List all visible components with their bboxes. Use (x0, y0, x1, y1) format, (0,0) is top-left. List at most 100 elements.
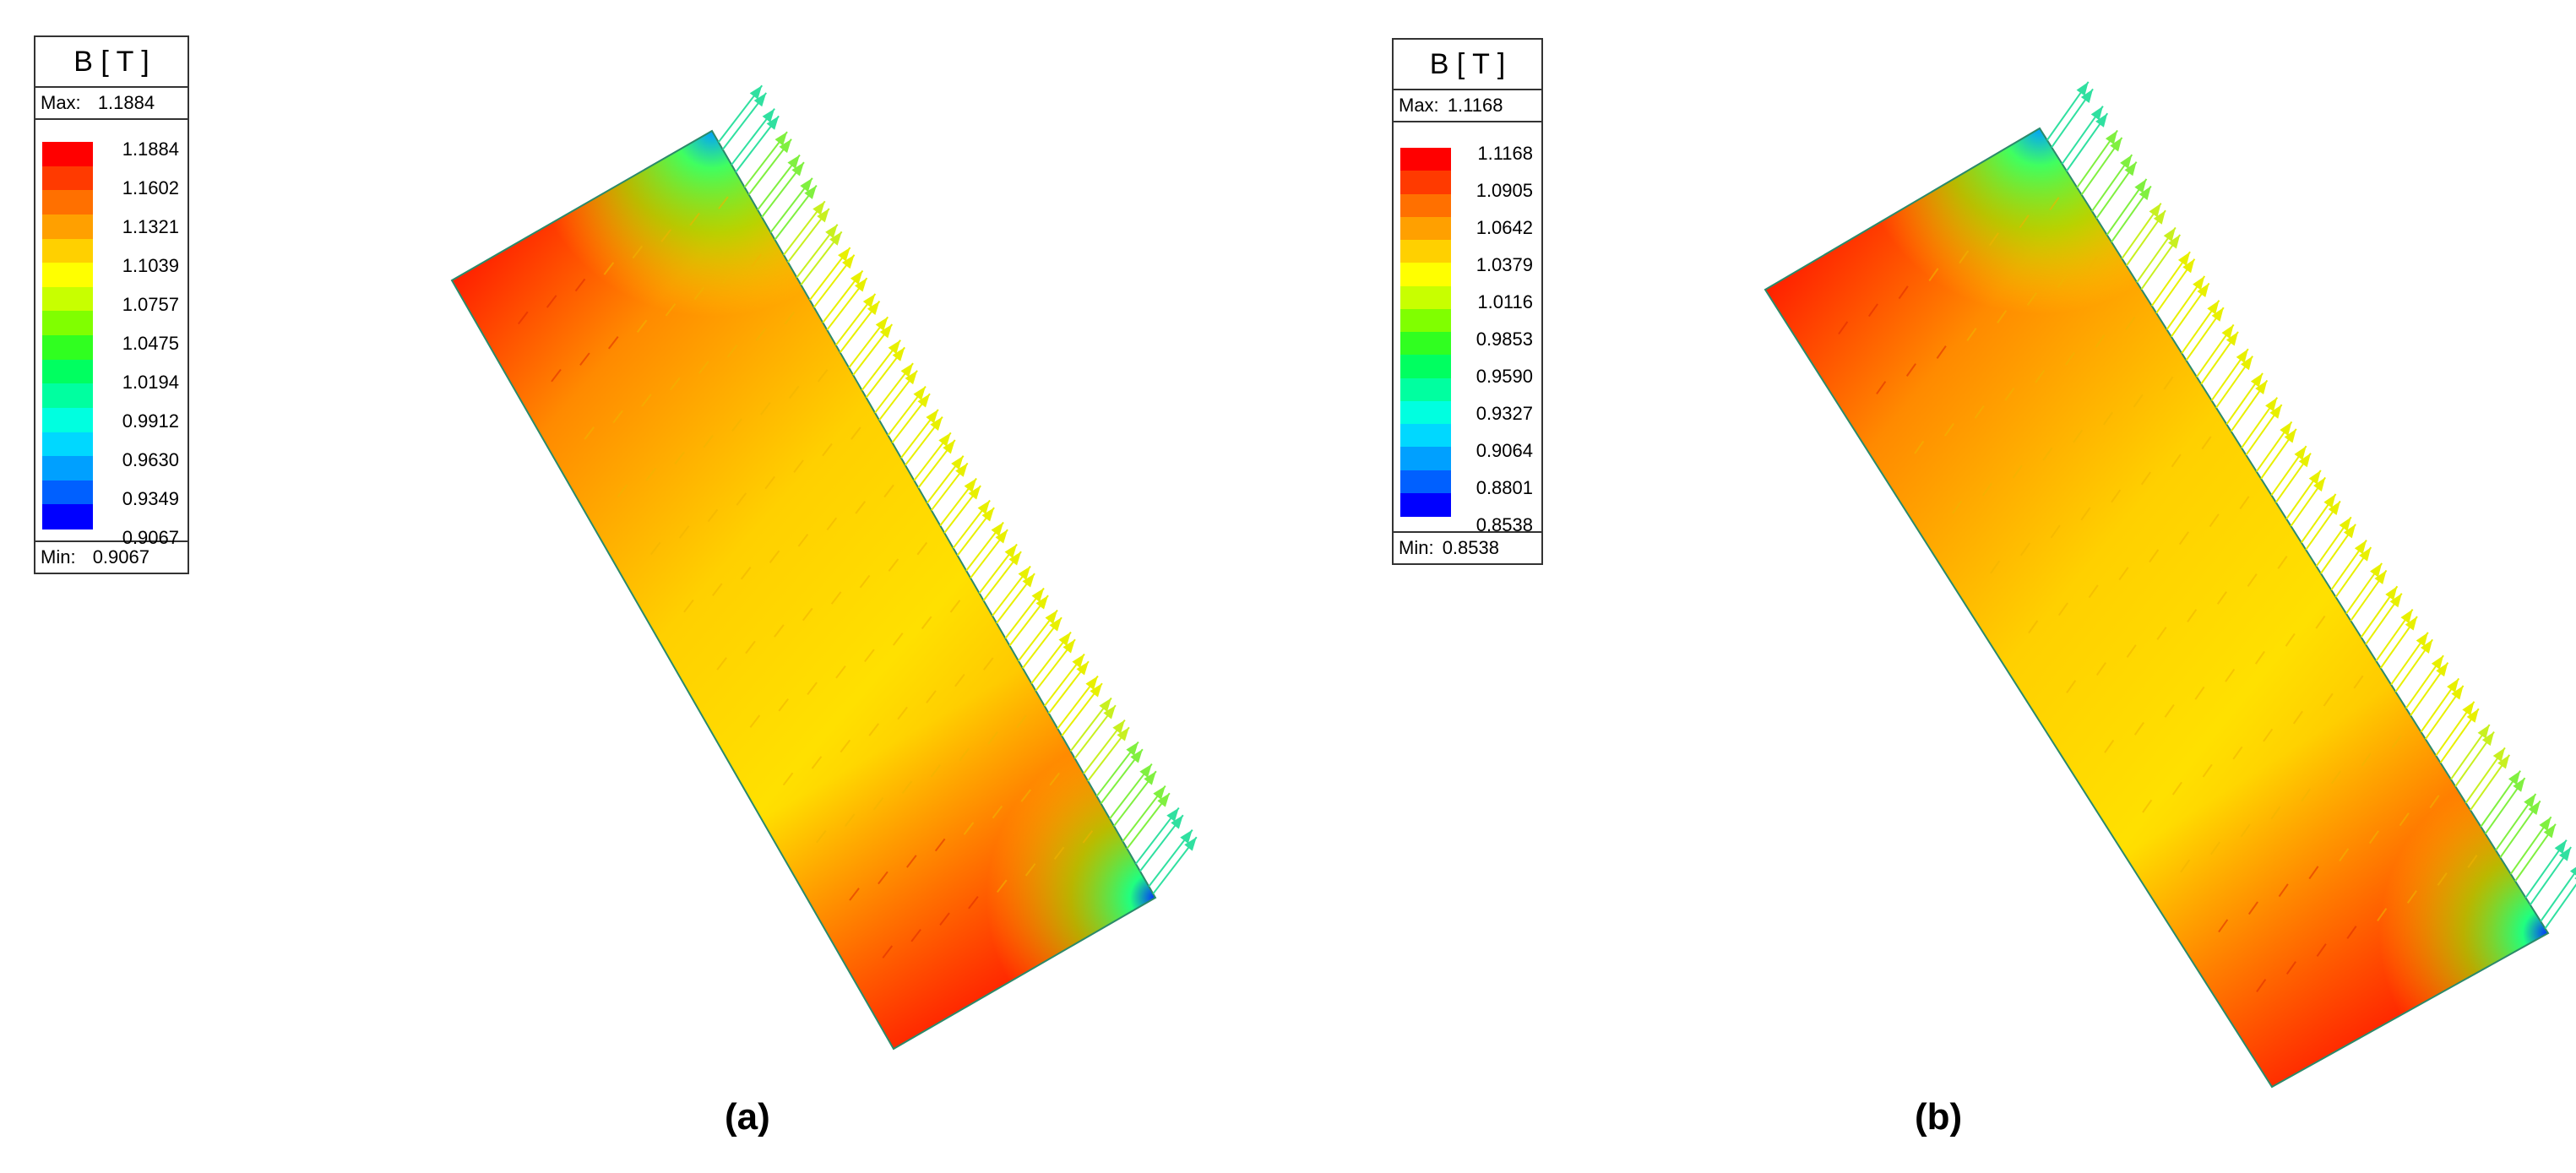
color-swatch (42, 263, 93, 288)
flux-arrowhead (1072, 654, 1084, 668)
flux-arrowhead (753, 92, 767, 107)
color-swatch (1400, 193, 1451, 218)
interior-arrow (807, 682, 818, 695)
flux-arrowhead (926, 409, 938, 424)
flux-arrowhead (1126, 741, 1139, 756)
flux-arrowhead (2436, 662, 2448, 677)
interior-arrow (1876, 381, 1887, 394)
interior-arrow (868, 723, 879, 736)
interior-arrow (2308, 866, 2319, 880)
interior-arrow (731, 418, 742, 432)
interior-arrow (782, 772, 794, 786)
interior-arrow (949, 600, 961, 613)
flux-arrowhead (2431, 655, 2444, 670)
interior-arrow (2201, 436, 2212, 450)
interior-arrow (1049, 772, 1060, 786)
flux-arrowhead (2265, 397, 2278, 412)
interior-arrow (778, 698, 790, 712)
legend-title: B [ T ] (35, 37, 187, 88)
interior-arrow (2050, 524, 2061, 539)
color-swatch (1400, 148, 1451, 171)
color-swatch (42, 480, 93, 505)
interior-arrow (2171, 453, 2182, 468)
legend-level-label: 0.9064 (1475, 440, 1533, 461)
interior-arrow (816, 829, 827, 844)
interior-arrow (817, 369, 829, 383)
color-swatch (42, 166, 93, 191)
interior-arrow (2278, 883, 2289, 898)
flux-arrowhead (2207, 300, 2220, 315)
color-swatch (1400, 355, 1451, 378)
legend-max: Max: 1.1884 (35, 88, 187, 120)
flux-arrowhead (1085, 676, 1098, 690)
interior-arrow (574, 278, 586, 292)
flux-arrowhead (2280, 421, 2292, 437)
flux-arrowhead (867, 301, 880, 315)
interior-arrow (2133, 394, 2144, 408)
interior-arrow (2140, 471, 2151, 486)
interior-arrow (1990, 560, 2001, 574)
legend-max-label: Max: (1399, 95, 1439, 116)
interior-arrow (921, 616, 932, 630)
legend-min-label: Min: (41, 546, 76, 567)
interior-arrow (835, 665, 846, 679)
legend-a: B [ T ] Max: 1.1884 Min: 0.9067 1.1884 1.… (34, 35, 189, 574)
interior-arrow (712, 583, 723, 596)
flux-arrowhead (905, 370, 918, 385)
interior-arrow (2187, 609, 2198, 622)
legend-max-value: 1.1884 (97, 92, 155, 113)
interior-arrow (764, 475, 775, 490)
interior-arrow (2247, 573, 2258, 587)
magnet-shading (452, 131, 1155, 1049)
flux-arrowhead (2389, 593, 2402, 608)
color-swatch (42, 190, 93, 215)
interior-arrow (2232, 746, 2243, 760)
interior-arrow (2437, 872, 2448, 886)
interior-arrow (811, 756, 823, 769)
flux-arrowhead (2250, 372, 2264, 388)
interior-arrow (2216, 591, 2227, 605)
flux-arrowhead (2182, 258, 2195, 274)
legend-min: Min: 0.9067 (35, 540, 187, 573)
interior-arrow (751, 253, 762, 268)
interior-arrow (603, 262, 615, 275)
interior-arrow (2057, 274, 2068, 288)
flux-arrowhead (774, 132, 788, 146)
interior-arrow (2301, 788, 2312, 802)
flux-arrowhead (842, 254, 855, 269)
flux-arrowhead (900, 363, 914, 377)
flux-arrowhead (1049, 617, 1062, 632)
interior-arrow (797, 534, 809, 547)
interior-arrow (2292, 710, 2303, 725)
flux-arrowhead (2528, 801, 2541, 816)
flux-arrowhead (892, 347, 905, 361)
interior-arrow (1838, 321, 1849, 335)
interior-arrow (2368, 830, 2379, 844)
interior-arrow (2209, 841, 2220, 855)
interior-arrow (2049, 197, 2060, 211)
interior-arrow (2270, 806, 2281, 820)
legend-max-label: Max: (41, 92, 81, 113)
legend-level-label: 1.0642 (1475, 217, 1533, 238)
panel-a: B [ T ] Max: 1.1884 Min: 0.9067 1.1884 1.… (34, 35, 1198, 1138)
interior-arrow (2178, 531, 2189, 546)
interior-arrow (2209, 513, 2220, 528)
color-swatch (1400, 400, 1451, 425)
interior-arrow (987, 731, 998, 745)
flux-arrowhead (1099, 698, 1111, 712)
interior-arrow (2323, 692, 2334, 707)
flux-arrowhead (991, 522, 1004, 536)
flux-arrowhead (938, 432, 951, 447)
interior-arrow (645, 467, 657, 481)
flux-arrowhead (2416, 632, 2428, 647)
interior-arrow (693, 286, 705, 301)
interior-arrow (2180, 859, 2191, 873)
flux-arrowhead (879, 324, 893, 339)
flux-arrowhead (791, 162, 804, 176)
interior-arrow (2080, 507, 2091, 521)
interior-arrow (1928, 268, 1939, 282)
interior-arrow (2285, 961, 2296, 975)
interior-arrow (2164, 703, 2175, 718)
interior-arrow (1988, 232, 1999, 247)
flux-arrowhead (2139, 186, 2151, 200)
